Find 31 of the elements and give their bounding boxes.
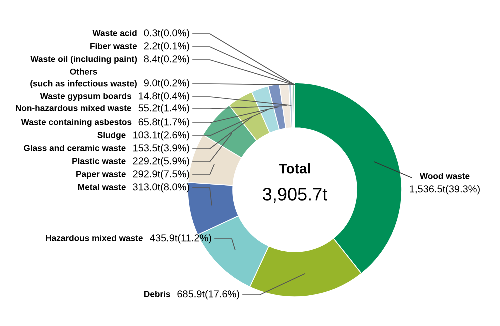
slice-label: Waste oil (including paint) <box>30 56 138 64</box>
slice-label: Hazardous mixed waste <box>46 234 143 242</box>
text: 0.3t(0.0%) <box>144 29 190 39</box>
slice-label: Non-hazardous mixed waste <box>16 104 132 112</box>
slice-label: Metal waste <box>78 184 126 190</box>
data-label: 65.8t(1.7%) <box>138 118 190 128</box>
data-label: 292.9t(7.5%) <box>133 170 190 180</box>
text: 3,905.7t <box>263 188 328 203</box>
data-label: 9.0t(0.2%) <box>144 79 190 89</box>
data-label: 55.2t(1.4%) <box>138 104 190 114</box>
slice-label: Paper waste <box>76 171 126 180</box>
slice-label: Others (such as infectious waste) <box>30 68 137 88</box>
data-label: 14.8t(0.4%) <box>139 92 190 102</box>
text: Total <box>279 164 310 174</box>
slice-label: Debris <box>144 290 170 298</box>
data-label: 103.1t(2.6%) <box>134 131 190 141</box>
data-label: 229.2t(5.9%) <box>133 157 190 167</box>
data-label: 8.4t(0.2%) <box>144 55 190 65</box>
slice-label: Fiber waste <box>90 42 138 50</box>
slice-label: Waste containing asbestos <box>21 118 132 128</box>
data-label: 435.9t(11.2%) <box>150 234 212 244</box>
slice-label: Plastic waste <box>72 158 126 164</box>
slice-label: Glass and ceramic waste <box>24 144 126 152</box>
data-label: 2.2t(0.1%) <box>144 42 190 52</box>
data-label: 1,536.5t(39.3%) <box>410 185 480 195</box>
data-label: 685.9t(17.6%) <box>178 290 240 300</box>
category-label: Waste acid <box>92 30 137 36</box>
slice-label: Wood waste <box>420 172 470 180</box>
slice-label: Waste gypsum boards <box>40 92 132 102</box>
slice-label: Sludge <box>98 132 126 140</box>
data-label: 153.5t(3.9%) <box>134 144 190 154</box>
